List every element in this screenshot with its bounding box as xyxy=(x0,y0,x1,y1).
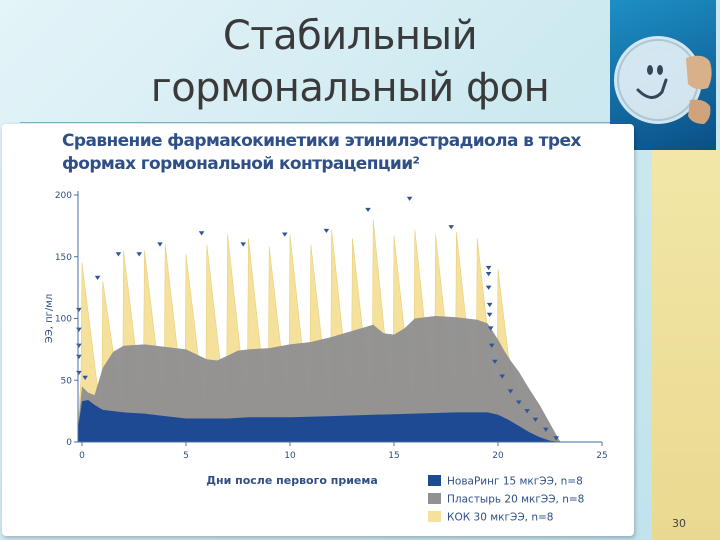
data-marker xyxy=(240,242,246,247)
decorative-strip xyxy=(652,150,720,540)
data-marker xyxy=(406,196,413,201)
data-marker xyxy=(82,375,88,380)
data-marker xyxy=(553,436,560,441)
data-marker xyxy=(94,275,101,280)
x-tick-label: 25 xyxy=(596,451,607,461)
data-marker xyxy=(485,272,492,277)
data-marker xyxy=(487,326,494,331)
legend-label: КОК 30 мкгЭЭ, n=8 xyxy=(447,512,553,524)
y-tick-label: 0 xyxy=(66,438,72,448)
data-marker xyxy=(76,327,82,332)
page-number: 30 xyxy=(672,517,686,530)
data-marker xyxy=(282,232,288,237)
data-marker xyxy=(76,307,82,313)
data-marker xyxy=(499,374,505,379)
series-novaring-area xyxy=(77,400,561,442)
chart-title: Сравнение фармакокинетики этинилэстрадио… xyxy=(62,131,581,174)
legend-label: Пластырь 20 мкгЭЭ, n=8 xyxy=(447,494,584,506)
y-tick-label: 200 xyxy=(55,191,72,201)
slide-title: Стабильный гормональный фон xyxy=(150,13,550,111)
smiley-image xyxy=(610,0,716,150)
smiley-icon xyxy=(614,36,712,124)
data-marker xyxy=(486,302,493,308)
x-tick-label: 10 xyxy=(284,451,296,461)
data-marker xyxy=(516,400,522,405)
data-marker xyxy=(492,359,498,364)
data-marker xyxy=(198,231,205,236)
data-marker xyxy=(485,285,492,290)
data-marker xyxy=(136,252,142,257)
data-marker xyxy=(532,417,539,422)
data-marker xyxy=(488,343,495,348)
title-divider xyxy=(20,122,620,123)
data-marker xyxy=(76,354,82,359)
x-tick-label: 15 xyxy=(388,451,399,461)
data-marker xyxy=(157,242,163,247)
x-tick-label: 0 xyxy=(79,451,85,461)
data-marker xyxy=(115,252,122,257)
series-patch-area xyxy=(77,316,561,442)
data-marker xyxy=(485,265,492,271)
legend-swatch xyxy=(428,493,441,504)
y-tick-label: 150 xyxy=(55,253,72,263)
data-marker xyxy=(543,427,549,432)
data-marker xyxy=(323,228,330,234)
data-marker xyxy=(486,312,493,317)
x-tick-label: 5 xyxy=(183,451,189,461)
y-axis-label: ЭЭ, пг/мл xyxy=(44,294,55,343)
data-marker xyxy=(448,225,454,230)
data-marker xyxy=(76,343,82,348)
y-tick-label: 100 xyxy=(55,315,72,325)
data-marker xyxy=(76,370,82,376)
x-tick-label: 20 xyxy=(492,451,504,461)
data-marker xyxy=(507,389,514,394)
y-tick-label: 50 xyxy=(61,376,73,386)
x-axis-label: Дни после первого приема xyxy=(206,474,378,487)
legend-label: НоваРинг 15 мкгЭЭ, n=8 xyxy=(447,476,583,488)
legend-swatch xyxy=(428,475,441,486)
data-marker xyxy=(524,409,530,414)
legend-swatch xyxy=(428,511,441,522)
data-marker xyxy=(365,207,371,213)
